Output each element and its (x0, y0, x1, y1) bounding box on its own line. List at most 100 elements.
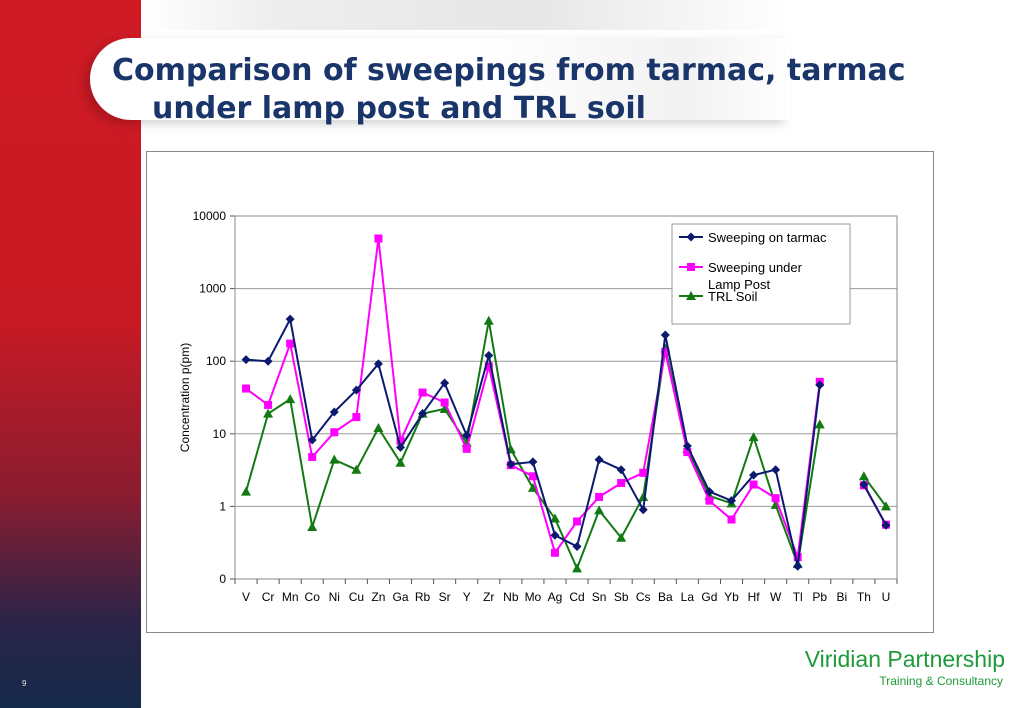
data-point (329, 407, 339, 417)
y-tick-label: 0 (219, 572, 226, 586)
data-point (749, 480, 758, 489)
data-point (506, 459, 516, 469)
x-tick-label: Cd (569, 590, 584, 604)
data-point (858, 471, 869, 481)
x-tick-label: Ba (658, 590, 673, 604)
x-tick-label: Y (463, 590, 471, 604)
data-point (307, 435, 317, 445)
data-point (682, 441, 692, 451)
data-point (351, 385, 361, 395)
slide-title: Comparison of sweepings from tarmac, tar… (112, 52, 942, 128)
data-point (440, 398, 449, 407)
data-point (395, 457, 406, 467)
x-tick-label: Ag (548, 590, 563, 604)
x-tick-label: Bi (836, 590, 847, 604)
x-tick-label: Ga (392, 590, 408, 604)
data-point (241, 355, 251, 365)
series-line (863, 484, 887, 526)
data-point (241, 486, 252, 496)
x-tick-label: Pb (812, 590, 827, 604)
data-point (661, 347, 670, 356)
data-point (352, 413, 361, 422)
data-point (440, 378, 450, 388)
data-point (881, 520, 891, 530)
data-point (880, 501, 891, 511)
y-tick-label: 1000 (199, 282, 226, 296)
page-number: 9 (22, 679, 27, 688)
data-point (264, 400, 273, 409)
legend-label: Sweeping under (708, 260, 803, 275)
data-point (617, 479, 626, 488)
y-tick-label: 10000 (193, 209, 227, 223)
data-point (727, 496, 736, 506)
data-point (418, 409, 428, 419)
x-tick-label: Ni (329, 590, 340, 604)
legend-swatch-marker (686, 291, 696, 300)
data-point (528, 457, 538, 467)
slide-title-line1: Comparison of sweepings from tarmac, tar… (112, 53, 906, 88)
data-point (242, 384, 251, 393)
data-point (527, 482, 538, 492)
data-point (351, 464, 362, 474)
x-tick-label: Hf (748, 590, 761, 604)
x-tick-label: Zn (371, 590, 385, 604)
x-tick-label: Cu (349, 590, 364, 604)
data-point (748, 432, 759, 442)
x-tick-label: W (770, 590, 782, 604)
data-point (285, 314, 295, 324)
data-point (638, 505, 648, 515)
x-tick-label: Yb (724, 590, 739, 604)
data-point (595, 492, 604, 501)
data-point (307, 522, 318, 532)
data-point (793, 553, 802, 562)
data-point (639, 468, 648, 477)
brand-name: Viridian Partnership (804, 646, 1005, 672)
brand-tagline: Training & Consultancy (879, 674, 1003, 688)
data-point (572, 563, 583, 573)
x-tick-label: Cr (262, 590, 275, 604)
data-point (483, 315, 494, 325)
x-tick-label: Sr (439, 590, 451, 604)
x-tick-label: Nb (503, 590, 519, 604)
data-point (550, 530, 560, 540)
x-tick-label: Zr (483, 590, 494, 604)
data-point (549, 513, 560, 523)
data-point (439, 403, 450, 413)
data-point (572, 542, 582, 552)
x-tick-label: Tl (793, 590, 803, 604)
x-tick-label: Mo (525, 590, 542, 604)
data-point (859, 480, 869, 490)
data-point (263, 356, 273, 366)
data-point (285, 394, 296, 404)
x-tick-label: Th (857, 590, 871, 604)
data-point (462, 430, 472, 440)
data-point (418, 388, 427, 397)
data-point (528, 472, 537, 481)
legend-box (671, 223, 851, 325)
data-point (727, 515, 736, 524)
data-point (330, 428, 339, 437)
data-point (749, 470, 759, 480)
data-point (573, 517, 582, 526)
x-tick-label: Rb (415, 590, 431, 604)
data-point (616, 465, 626, 475)
data-point (814, 419, 825, 429)
data-point (771, 465, 781, 475)
data-point (308, 452, 317, 461)
y-tick-label: 10 (213, 427, 227, 441)
data-point (373, 423, 384, 433)
slide-title-line2: under lamp post and TRL soil (152, 91, 646, 126)
data-point (329, 454, 340, 464)
legend-swatch-marker (687, 263, 695, 271)
y-axis-label: Concentration p(pm) (178, 343, 192, 452)
legend-swatch-marker (686, 232, 696, 242)
line-chart: 0 1 10 100 1000 10000 V Cr Mn Co Ni Cu Zn Ga Rb Sr Y Zr Nb… (178, 209, 898, 604)
data-point (660, 330, 670, 340)
data-point (373, 359, 383, 369)
data-point (374, 234, 383, 243)
legend-label: TRL Soil (708, 289, 757, 304)
title-banner (90, 38, 790, 120)
data-point (771, 494, 780, 503)
data-point (484, 350, 494, 360)
x-tick-label: Sb (614, 590, 629, 604)
